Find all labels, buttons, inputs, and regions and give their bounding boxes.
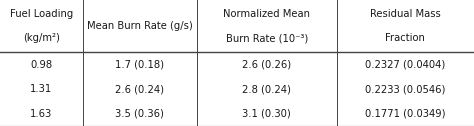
Text: (kg/m²): (kg/m²): [23, 33, 60, 43]
Text: Mean Burn Rate (g/s): Mean Burn Rate (g/s): [87, 21, 193, 31]
Text: Residual Mass: Residual Mass: [370, 9, 441, 19]
Text: 2.6 (0.24): 2.6 (0.24): [115, 84, 164, 94]
Text: 1.7 (0.18): 1.7 (0.18): [115, 60, 164, 70]
Text: 0.2327 (0.0404): 0.2327 (0.0404): [365, 60, 446, 70]
Text: Burn Rate (10⁻³): Burn Rate (10⁻³): [226, 33, 308, 43]
Text: 0.1771 (0.0349): 0.1771 (0.0349): [365, 109, 446, 119]
Text: Fraction: Fraction: [385, 33, 425, 43]
Text: 0.2233 (0.0546): 0.2233 (0.0546): [365, 84, 446, 94]
Text: 3.5 (0.36): 3.5 (0.36): [115, 109, 164, 119]
Text: 2.8 (0.24): 2.8 (0.24): [242, 84, 291, 94]
Text: 1.63: 1.63: [30, 109, 53, 119]
Text: 0.98: 0.98: [30, 60, 53, 70]
Text: Fuel Loading: Fuel Loading: [10, 9, 73, 19]
Text: Normalized Mean: Normalized Mean: [223, 9, 310, 19]
Text: 2.6 (0.26): 2.6 (0.26): [242, 60, 291, 70]
Text: 3.1 (0.30): 3.1 (0.30): [242, 109, 291, 119]
Text: 1.31: 1.31: [30, 84, 53, 94]
